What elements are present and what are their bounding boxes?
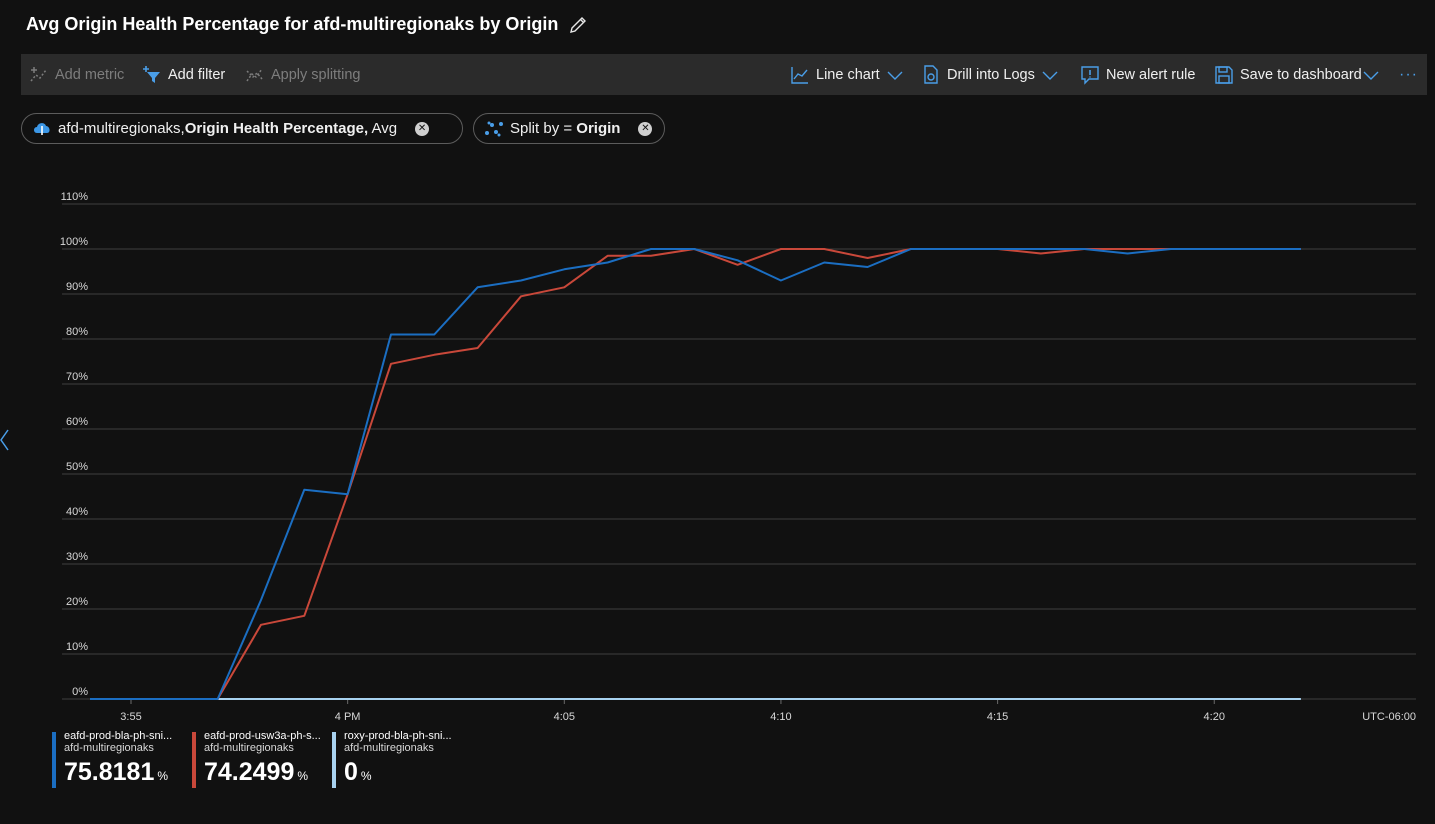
- apply-splitting-button[interactable]: Apply splitting: [245, 54, 360, 95]
- legend-resource-name: afd-multiregionaks: [344, 742, 434, 754]
- legend-color-bar: [192, 732, 196, 788]
- chart-grid: [62, 203, 1416, 700]
- legend-value-unit: %: [297, 769, 309, 783]
- drill-into-logs-dropdown[interactable]: Drill into Logs: [921, 54, 1059, 95]
- add-metric-button[interactable]: Add metric: [29, 54, 124, 95]
- remove-split-icon[interactable]: ✕: [638, 121, 653, 136]
- legend-color-bar: [52, 732, 56, 788]
- more-icon: ···: [1399, 65, 1418, 83]
- chart-legend: eafd-prod-bla-ph-sni... afd-multiregiona…: [52, 730, 472, 791]
- y-tick-label: 50%: [66, 461, 88, 473]
- x-tick-label: 4:15: [987, 711, 1008, 723]
- logs-icon: [924, 64, 938, 84]
- legend-series-name: eafd-prod-usw3a-ph-s...: [204, 730, 321, 742]
- legend-value-unit: %: [360, 769, 372, 783]
- x-tick-label: 4:10: [770, 711, 791, 723]
- chart-title: Avg Origin Health Percentage for afd-mul…: [26, 14, 588, 35]
- alert-icon: [1081, 65, 1099, 85]
- y-tick-label: 0%: [72, 686, 88, 698]
- legend-item-series-1[interactable]: eafd-prod-bla-ph-sni... afd-multiregiona…: [52, 730, 192, 791]
- y-tick-label: 110%: [61, 191, 89, 203]
- front-door-icon: [34, 122, 50, 135]
- y-tick-label: 70%: [66, 371, 88, 383]
- legend-value-number: 74.2499: [204, 758, 295, 786]
- y-tick-label: 20%: [66, 596, 88, 608]
- x-axis: 3:55 4 PM 4:05 4:10 4:15 4:20: [120, 699, 1225, 723]
- line-chart-dropdown[interactable]: Line chart: [790, 54, 904, 95]
- remove-metric-icon[interactable]: ✕: [415, 121, 430, 136]
- timezone-label: UTC-06:00: [1362, 711, 1416, 723]
- chevron-left-icon[interactable]: [0, 428, 10, 452]
- x-tick-label: 4:05: [554, 711, 575, 723]
- save-to-dashboard-dropdown[interactable]: Save to dashboard: [1214, 54, 1380, 95]
- chart-title-text: Avg Origin Health Percentage for afd-mul…: [26, 14, 559, 34]
- save-icon: [1215, 65, 1233, 84]
- more-options-button[interactable]: ···: [1399, 54, 1418, 95]
- chevron-down-icon: [887, 71, 903, 80]
- y-axis: 0% 10% 20% 30% 40% 50% 60% 70% 80% 90% 100% 110%: [60, 191, 88, 698]
- metric-pill[interactable]: afd-multiregionaks,Origin Health Percent…: [21, 113, 463, 144]
- chart-series: [90, 248, 1301, 700]
- legend-series-name: roxy-prod-bla-ph-sni...: [344, 730, 452, 742]
- x-tick-label: 4:20: [1204, 711, 1225, 723]
- split-label: Split by =: [510, 120, 577, 137]
- series-line-1: [90, 248, 1301, 700]
- pencil-icon[interactable]: [568, 15, 588, 35]
- line-chart-label: Line chart: [816, 66, 880, 83]
- split-value: Origin: [576, 120, 621, 137]
- metric-name: Origin Health Percentage,: [184, 120, 369, 137]
- legend-value-number: 0: [344, 758, 358, 786]
- new-alert-rule-label: New alert rule: [1106, 66, 1196, 83]
- legend-value: 0%: [344, 757, 472, 791]
- legend-value: 75.8181%: [64, 757, 192, 791]
- split-pill-text: Split by = Origin: [510, 120, 620, 137]
- add-metric-icon: [30, 66, 47, 81]
- chart-toolbar: Add metric Add filter Apply splitting Li…: [21, 54, 1427, 95]
- legend-resource-name: afd-multiregionaks: [64, 742, 154, 754]
- new-alert-rule-button[interactable]: New alert rule: [1080, 54, 1195, 95]
- y-tick-label: 10%: [66, 641, 88, 653]
- x-tick-label: 3:55: [120, 711, 141, 723]
- metric-resource: afd-multiregionaks,: [58, 120, 185, 137]
- legend-value: 74.2499%: [204, 757, 332, 791]
- y-tick-label: 80%: [66, 326, 88, 338]
- legend-item-series-2[interactable]: eafd-prod-usw3a-ph-s... afd-multiregiona…: [192, 730, 332, 791]
- metric-pill-text: afd-multiregionaks,Origin Health Percent…: [58, 120, 397, 137]
- legend-value-number: 75.8181: [64, 758, 155, 786]
- line-chart: 0% 10% 20% 30% 40% 50% 60% 70% 80% 90% 100% 110% 3:…: [60, 191, 1416, 723]
- legend-resource-name: afd-multiregionaks: [204, 742, 294, 754]
- add-filter-button[interactable]: Add filter: [142, 54, 225, 95]
- x-tick-label: 4 PM: [335, 711, 361, 723]
- y-tick-label: 60%: [66, 416, 88, 428]
- add-metric-label: Add metric: [55, 66, 125, 83]
- splitting-icon: [246, 68, 263, 81]
- split-icon: [485, 121, 503, 136]
- legend-series-name: eafd-prod-bla-ph-sni...: [64, 730, 173, 742]
- y-tick-label: 30%: [66, 551, 88, 563]
- legend-item-series-3[interactable]: roxy-prod-bla-ph-sni... afd-multiregiona…: [332, 730, 472, 791]
- chevron-down-icon: [1363, 71, 1379, 80]
- legend-value-unit: %: [157, 769, 169, 783]
- y-tick-label: 40%: [66, 506, 88, 518]
- apply-splitting-label: Apply splitting: [271, 66, 361, 83]
- metric-aggregation: Avg: [371, 120, 398, 137]
- save-to-dashboard-label: Save to dashboard: [1240, 66, 1362, 83]
- legend-color-bar: [332, 732, 336, 788]
- split-pill[interactable]: Split by = Origin ✕: [473, 113, 665, 144]
- drill-into-logs-label: Drill into Logs: [947, 66, 1035, 83]
- add-filter-label: Add filter: [168, 66, 226, 83]
- line-chart-icon: [791, 66, 808, 84]
- y-tick-label: 90%: [66, 281, 88, 293]
- filter-icon: [143, 65, 160, 83]
- y-tick-label: 100%: [60, 236, 88, 248]
- chevron-down-icon: [1042, 71, 1058, 80]
